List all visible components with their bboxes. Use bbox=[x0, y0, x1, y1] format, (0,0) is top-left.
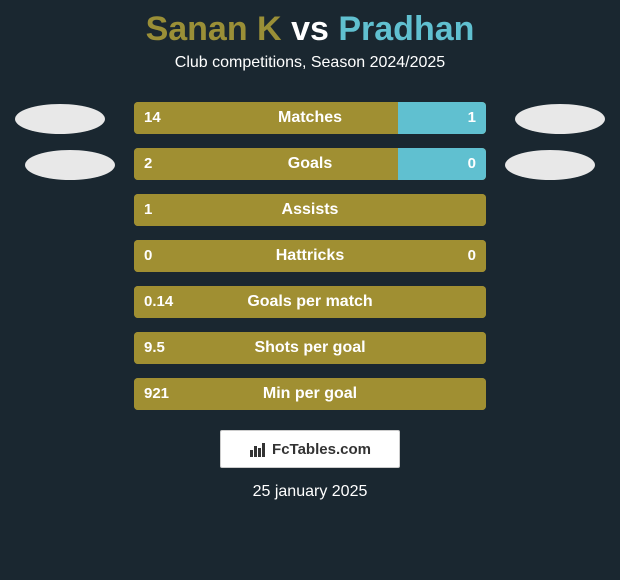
player1-photo-placeholder-2 bbox=[25, 150, 115, 180]
stat-label: Assists bbox=[134, 194, 486, 226]
player2-photo-placeholder-2 bbox=[505, 150, 595, 180]
stat-value-player2: 1 bbox=[468, 102, 476, 134]
stat-value-player1: 0.14 bbox=[144, 286, 173, 318]
subtitle: Club competitions, Season 2024/2025 bbox=[0, 54, 620, 102]
stat-row: Assists1 bbox=[134, 194, 486, 226]
stat-label: Hattricks bbox=[134, 240, 486, 272]
stat-value-player1: 0 bbox=[144, 240, 152, 272]
player2-name: Pradhan bbox=[338, 10, 474, 48]
stat-value-player1: 1 bbox=[144, 194, 152, 226]
stat-value-player1: 921 bbox=[144, 378, 169, 410]
stat-label: Goals bbox=[134, 148, 486, 180]
stat-label: Shots per goal bbox=[134, 332, 486, 364]
player1-name: Sanan K bbox=[146, 10, 282, 48]
stat-value-player1: 2 bbox=[144, 148, 152, 180]
footer-date: 25 january 2025 bbox=[0, 483, 620, 501]
stat-row: Matches14 1 bbox=[134, 102, 486, 134]
brand-text: FcTables.com bbox=[272, 441, 371, 458]
stat-row: Hattricks0 0 bbox=[134, 240, 486, 272]
stat-label: Matches bbox=[134, 102, 486, 134]
stat-label: Min per goal bbox=[134, 378, 486, 410]
vs-text: vs bbox=[291, 10, 329, 48]
comparison-title: Sanan K vs Pradhan bbox=[0, 0, 620, 54]
stat-value-player1: 14 bbox=[144, 102, 161, 134]
player2-photo-placeholder bbox=[515, 104, 605, 134]
bars-container: Matches141Goals20Assists1Hattricks00Goal… bbox=[134, 102, 486, 410]
stat-row: Goals per match0.14 bbox=[134, 286, 486, 318]
stat-row: Min per goal921 bbox=[134, 378, 486, 410]
stat-value-player1: 9.5 bbox=[144, 332, 165, 364]
stat-value-player2: 0 bbox=[468, 240, 476, 272]
chart-icon bbox=[249, 440, 267, 458]
chart-area: Matches141Goals20Assists1Hattricks00Goal… bbox=[0, 102, 620, 410]
stat-label: Goals per match bbox=[134, 286, 486, 318]
player1-photo-placeholder bbox=[15, 104, 105, 134]
brand-badge[interactable]: FcTables.com bbox=[220, 430, 400, 468]
stat-value-player2: 0 bbox=[468, 148, 476, 180]
stat-row: Goals2 0 bbox=[134, 148, 486, 180]
stat-row: Shots per goal9.5 bbox=[134, 332, 486, 364]
